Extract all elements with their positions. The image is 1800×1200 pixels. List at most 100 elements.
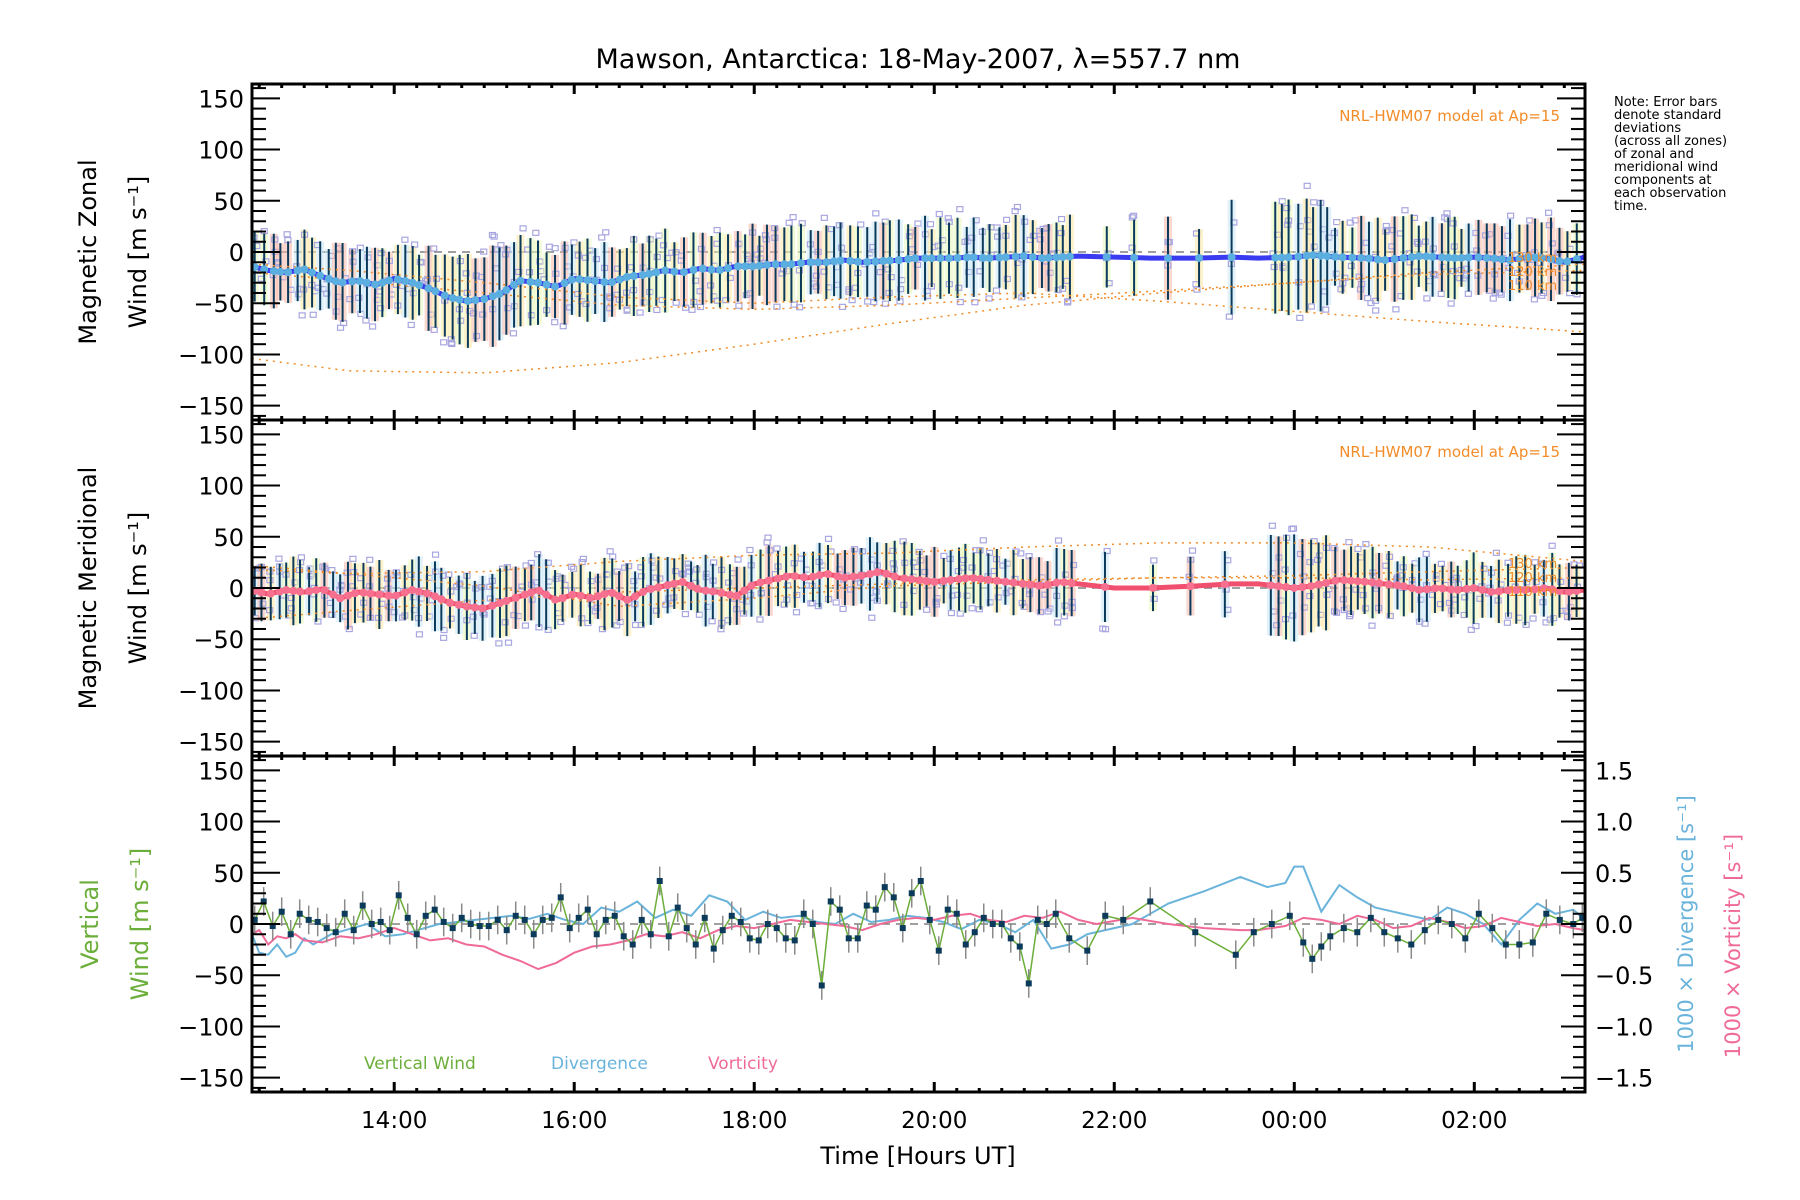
mean-wind-point — [1548, 585, 1557, 594]
zone-point — [637, 573, 646, 580]
y-axis-tick-label: −50 — [193, 290, 244, 318]
mean-wind-point — [1428, 252, 1437, 261]
vertical-wind-point — [692, 941, 699, 948]
zone-point — [1057, 215, 1066, 223]
mean-wind-point — [654, 583, 663, 592]
mean-wind-point — [575, 275, 584, 284]
mean-wind-point — [275, 587, 284, 596]
zone-point — [534, 551, 542, 558]
zone-point — [613, 568, 621, 575]
zone-point — [896, 298, 904, 305]
vertical-wind-point — [629, 941, 636, 948]
plot-area — [252, 522, 1585, 647]
zone-point — [1482, 232, 1490, 239]
vertical-wind-point — [305, 916, 312, 923]
zone-point — [807, 600, 815, 607]
vertical-wind-point — [1250, 929, 1257, 936]
mean-wind-point — [1195, 254, 1204, 263]
zone-point — [579, 555, 587, 562]
zone-point — [1401, 207, 1409, 214]
mean-wind-point — [1384, 580, 1393, 589]
zone-point — [652, 607, 660, 614]
zone-point — [697, 245, 706, 253]
mean-wind-point — [1338, 253, 1347, 262]
zone-point — [1150, 595, 1158, 603]
vertical-wind-point — [548, 914, 555, 921]
mean-wind-point — [516, 276, 525, 285]
mean-wind-point — [638, 270, 647, 279]
mean-wind-point — [945, 254, 954, 263]
legend-item-vorticity: Vorticity — [708, 1054, 778, 1074]
model-curve-120km — [252, 542, 1585, 575]
vertical-wind-point — [818, 982, 825, 989]
mean-wind-point — [907, 575, 916, 584]
zone-point — [479, 311, 487, 318]
mean-wind-point — [591, 277, 600, 286]
zone-point — [411, 241, 419, 248]
zone-point — [1337, 286, 1345, 293]
zone-point — [1150, 557, 1158, 564]
zone-point — [975, 606, 983, 613]
zone-point — [824, 535, 833, 542]
zone-point — [956, 298, 964, 306]
vertical-wind-point — [278, 908, 285, 915]
zone-point — [469, 310, 478, 317]
mean-wind-point — [1019, 252, 1028, 261]
zone-point — [1225, 313, 1233, 320]
mean-wind-point — [922, 576, 931, 585]
zone-point — [423, 276, 432, 283]
mean-wind-point — [755, 261, 764, 270]
mean-wind-point — [849, 572, 858, 581]
mean-wind-point — [1453, 585, 1462, 594]
vertical-wind-point — [350, 927, 357, 934]
mean-wind-point — [780, 260, 789, 269]
zone-point — [1423, 295, 1431, 302]
mean-wind-point — [1274, 582, 1283, 591]
mean-wind-point — [678, 578, 687, 587]
mean-wind-point — [830, 257, 839, 266]
zone-point — [383, 575, 392, 582]
zone-point — [1548, 240, 1556, 247]
mean-wind-point — [401, 277, 410, 286]
zone-point — [510, 612, 518, 619]
mean-wind-point — [362, 278, 371, 287]
mean-wind-point — [284, 268, 293, 277]
mean-wind-point — [1322, 578, 1331, 587]
model-altitude-label: 110 km — [1508, 279, 1557, 294]
mean-wind-point — [822, 258, 831, 267]
mean-wind-point — [1052, 253, 1061, 262]
vertical-wind-point — [467, 921, 474, 927]
zone-point — [1514, 269, 1522, 277]
mean-wind-point — [995, 253, 1004, 262]
model-altitude-label: 120 km — [1508, 265, 1557, 280]
mean-wind-point — [1277, 253, 1286, 262]
vertical-wind-point — [620, 933, 627, 940]
mean-wind-point — [470, 603, 479, 612]
mean-wind-point — [900, 574, 909, 583]
vertical-wind-point — [1394, 935, 1401, 942]
zone-point — [328, 566, 336, 574]
zone-point — [1054, 537, 1063, 544]
zone-point — [1463, 265, 1471, 272]
mean-wind-point — [257, 588, 266, 597]
mean-wind-point — [936, 254, 945, 263]
zone-point — [1503, 619, 1512, 626]
mean-wind-point — [1065, 252, 1074, 261]
mean-wind-point — [840, 573, 849, 582]
mean-wind-point — [371, 280, 380, 289]
model-label: NRL-HWM07 model at Ap=15 — [1339, 107, 1560, 125]
vertical-wind-point — [584, 906, 591, 913]
y-axis-tick-label: 100 — [198, 809, 244, 837]
vertical-wind-point — [1381, 929, 1388, 936]
zone-point — [889, 547, 897, 554]
zone-point — [407, 571, 415, 578]
vertical-wind-point — [1286, 912, 1293, 919]
mean-wind-point — [488, 601, 497, 610]
zone-point — [319, 563, 327, 570]
zone-point — [355, 294, 363, 301]
vertical-wind-point — [683, 925, 690, 932]
vertical-wind-point — [980, 914, 987, 921]
mean-wind-point — [871, 257, 880, 266]
zone-point — [798, 220, 806, 227]
